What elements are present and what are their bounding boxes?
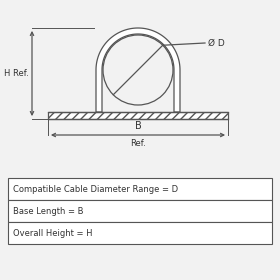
Bar [8,200,272,222]
Text: H Ref.: H Ref. [4,69,29,78]
Text: Ø D: Ø D [208,39,225,48]
Polygon shape [96,28,180,112]
Text: Compatible Cable Diameter Range = D: Compatible Cable Diameter Range = D [13,185,178,193]
Bar [48,112,228,119]
Text: B: B [135,121,141,131]
Text: Ref.: Ref. [130,139,146,148]
Bar [48,112,228,119]
Bar [8,222,272,244]
Text: Base Length = B: Base Length = B [13,207,83,216]
Bar [8,178,272,200]
Text: Overall Height = H: Overall Height = H [13,228,92,237]
